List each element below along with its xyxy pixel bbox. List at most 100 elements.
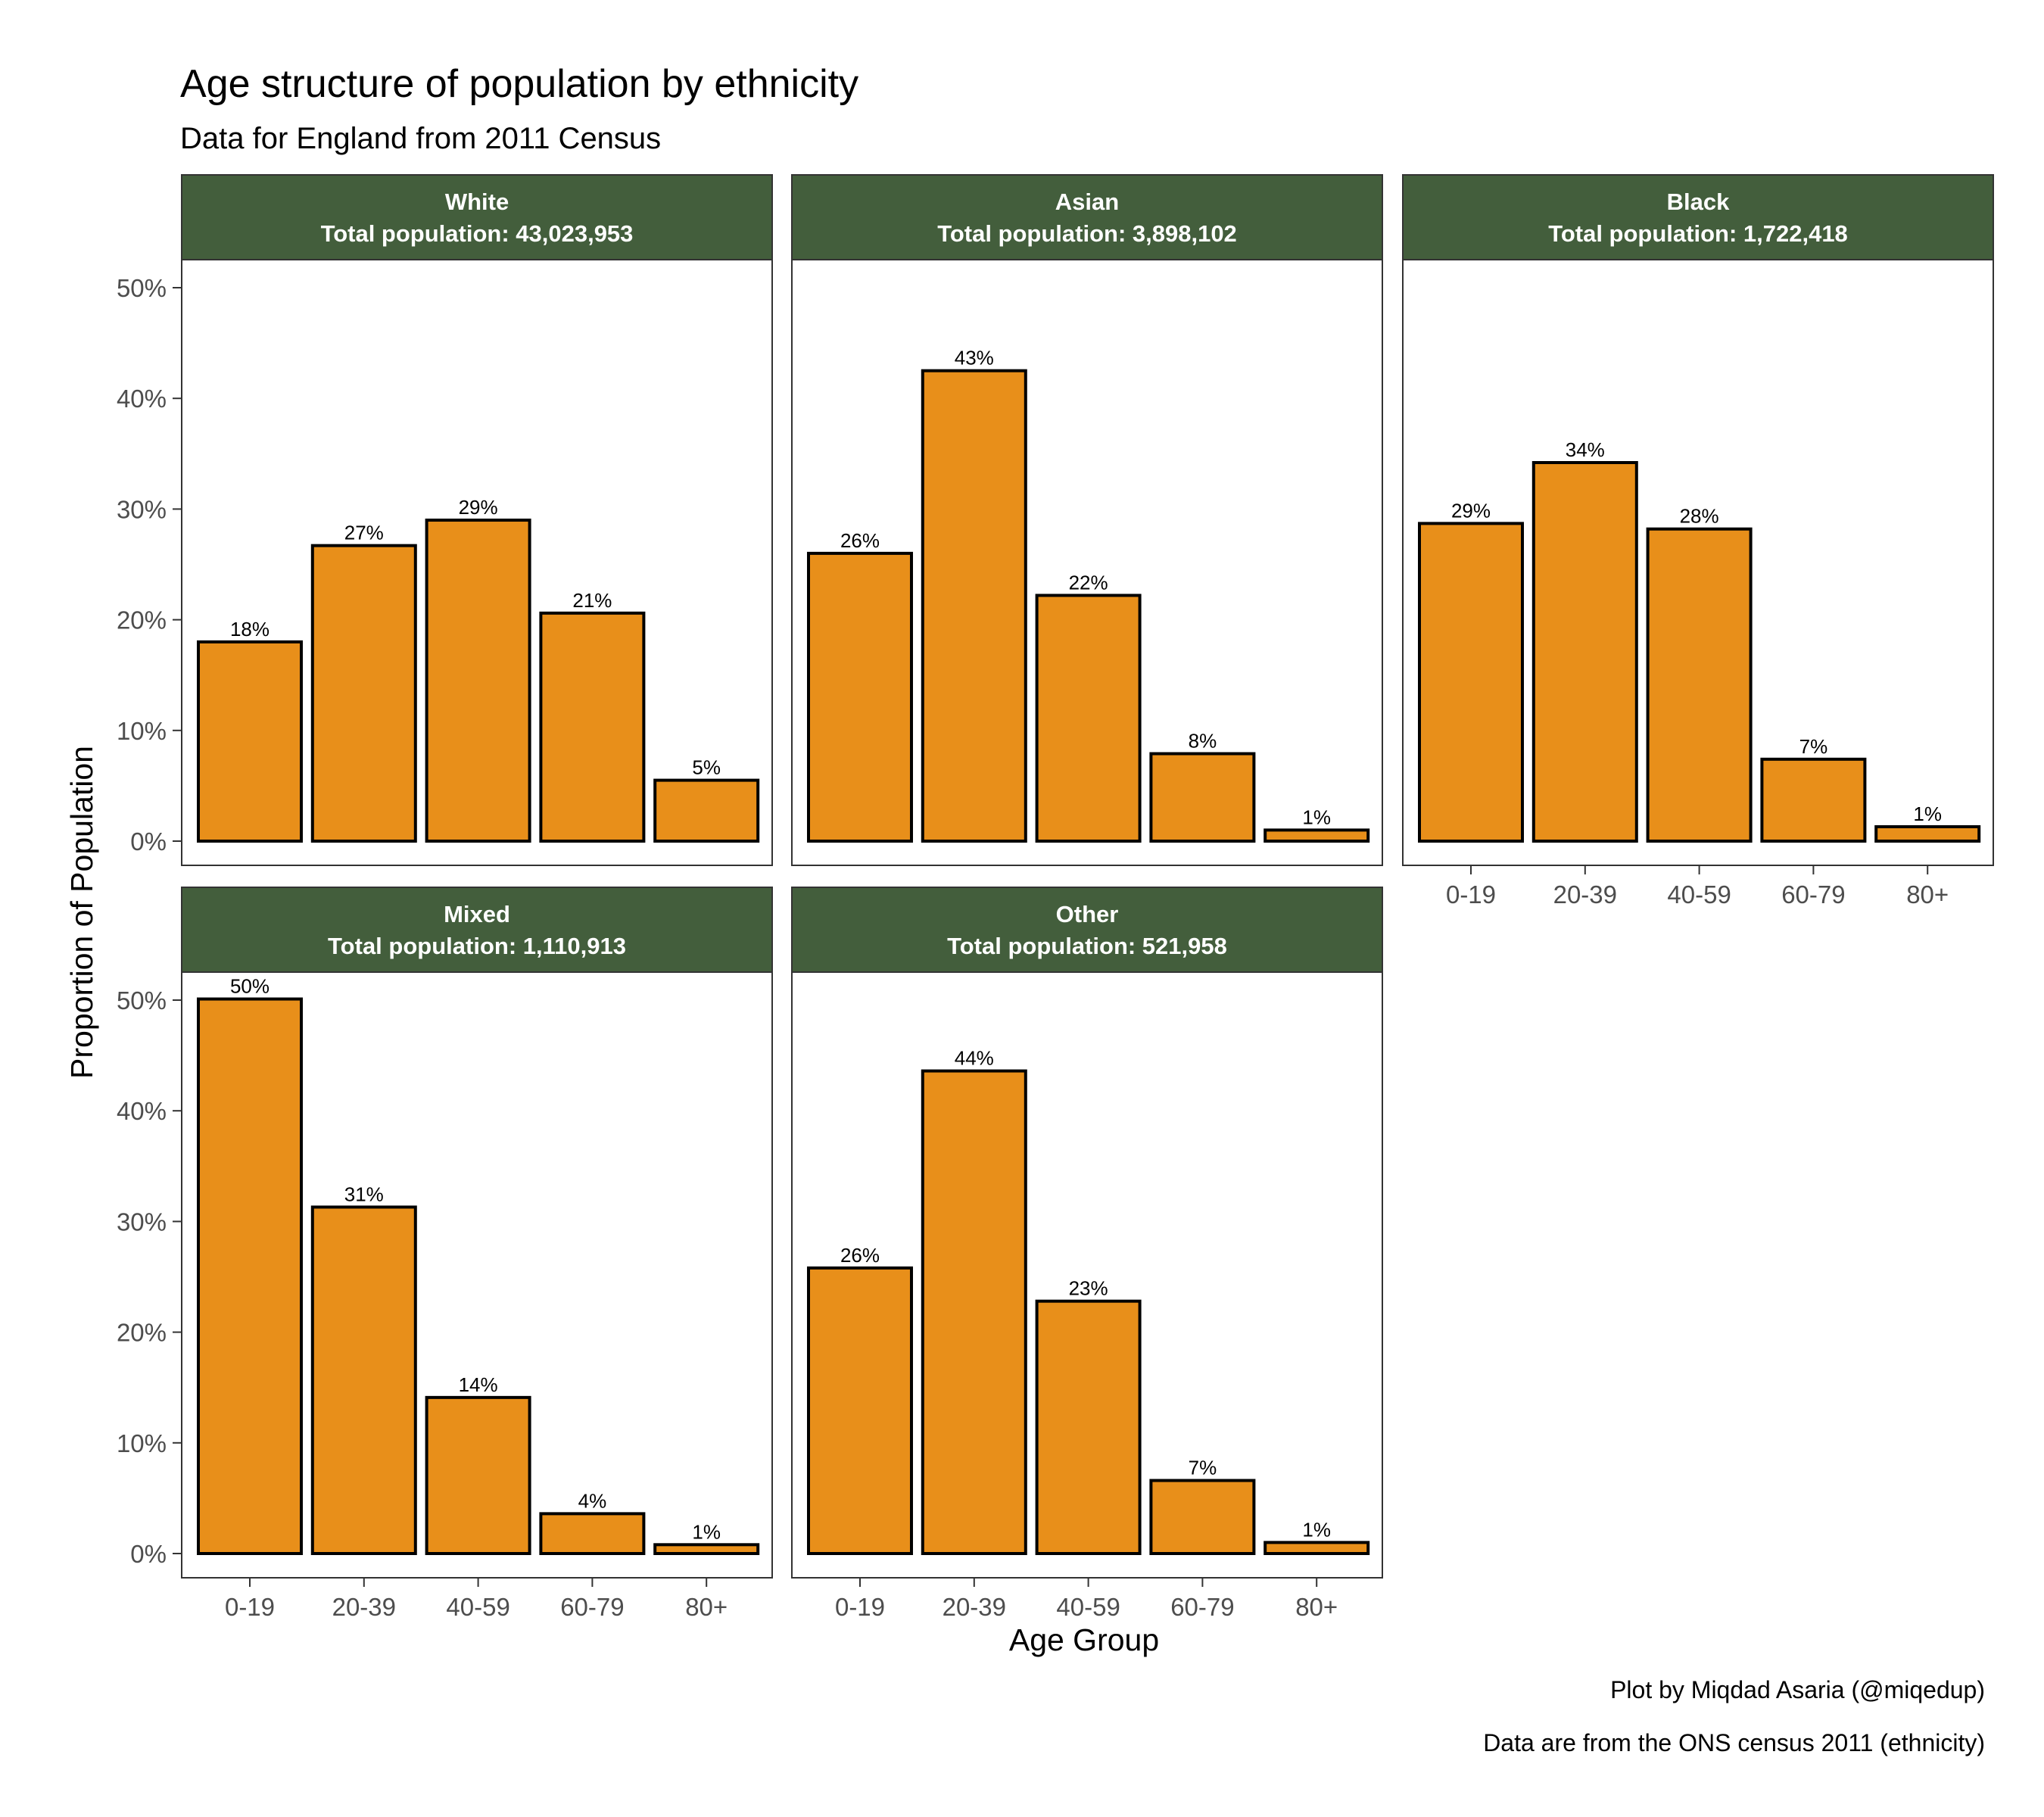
x-tick-label: 40-59 — [1056, 1593, 1120, 1621]
x-axis-title: Age Group — [1009, 1622, 1159, 1657]
y-tick-label: 40% — [117, 1097, 167, 1125]
strip-title: Mixed — [444, 901, 510, 927]
panel-asian: Asian Total population: 3,898,102 26% 43% 22… — [791, 174, 1383, 866]
y-axis-title: Proportion of Population — [64, 746, 99, 1079]
strip-title: Asian — [1055, 189, 1119, 215]
strip-title: White — [445, 189, 509, 215]
chart-subtitle: Data for England from 2011 Census — [180, 122, 661, 155]
panel-other: Other Total population: 521,958 26% 44% 23% 7… — [791, 887, 1383, 1621]
bar-value-label: 28% — [1680, 505, 1719, 528]
bar-value-label: 21% — [572, 589, 612, 612]
bar-asian-40-59 — [1035, 594, 1142, 843]
bar-value-label: 8% — [1189, 730, 1217, 753]
strip-white — [181, 174, 773, 260]
bar-mixed-0-19 — [197, 997, 303, 1555]
bar-white-0-19 — [197, 640, 303, 843]
bar-value-label: 14% — [459, 1373, 498, 1396]
bar-value-label: 4% — [578, 1489, 607, 1512]
bar-black-20-39 — [1531, 460, 1638, 843]
x-tick-label: 60-79 — [560, 1593, 624, 1621]
x-tick-label: 60-79 — [1170, 1593, 1234, 1621]
y-tick-label: 0% — [130, 1540, 167, 1568]
bar-value-label: 1% — [1302, 1518, 1331, 1541]
strip-total-population: Total population: 3,898,102 — [937, 220, 1237, 247]
bar-value-label: 34% — [1566, 438, 1605, 461]
bar-black-40-59 — [1646, 527, 1753, 843]
y-tick-label: 20% — [117, 606, 167, 634]
bar-other-80+ — [1263, 1541, 1370, 1556]
bar-value-label: 23% — [1069, 1277, 1108, 1300]
y-tick-label: 20% — [117, 1319, 167, 1347]
panel-mixed: Mixed Total population: 1,110,913 50% 31% 14… — [117, 887, 773, 1621]
bar-mixed-40-59 — [425, 1395, 531, 1556]
bar-mixed-80+ — [653, 1543, 760, 1555]
x-tick-label: 0-19 — [1446, 880, 1496, 908]
panel-black: Black Total population: 1,722,418 29% 34% 28… — [1402, 174, 1994, 908]
panel-border — [1402, 259, 1994, 866]
x-tick-label: 80+ — [1906, 880, 1949, 908]
panel-border — [791, 259, 1383, 866]
bar-value-label: 7% — [1189, 1457, 1217, 1479]
strip-mixed — [181, 887, 773, 973]
strip-title: Other — [1056, 901, 1119, 927]
bar-value-label: 29% — [459, 496, 498, 519]
y-tick-label: 50% — [117, 986, 167, 1014]
x-tick-label: 40-59 — [1667, 880, 1731, 908]
x-tick-label: 20-39 — [332, 1593, 396, 1621]
panel-border — [181, 971, 773, 1579]
bar-value-label: 43% — [955, 347, 994, 369]
bar-mixed-60-79 — [539, 1512, 646, 1556]
y-tick-label: 10% — [117, 1429, 167, 1457]
bar-mixed-20-39 — [310, 1205, 417, 1556]
strip-total-population: Total population: 1,110,913 — [328, 933, 626, 959]
strip-asian — [791, 174, 1383, 260]
bar-value-label: 44% — [955, 1047, 994, 1070]
x-tick-label: 0-19 — [225, 1593, 275, 1621]
bar-other-20-39 — [921, 1069, 1027, 1555]
bar-value-label: 22% — [1069, 571, 1108, 594]
bar-white-80+ — [653, 778, 760, 843]
bar-value-label: 7% — [1799, 735, 1828, 758]
y-tick-label: 50% — [117, 274, 167, 302]
bar-other-60-79 — [1149, 1479, 1256, 1556]
strip-total-population: Total population: 43,023,953 — [321, 220, 634, 247]
bar-value-label: 29% — [1451, 499, 1491, 522]
panel-border — [181, 259, 773, 866]
bar-asian-80+ — [1263, 828, 1370, 843]
x-tick-label: 80+ — [1295, 1593, 1338, 1621]
bar-black-80+ — [1874, 824, 1981, 843]
panel-white: White Total population: 43,023,953 18% 27% 2… — [117, 174, 773, 866]
bar-value-label: 1% — [1913, 803, 1942, 825]
chart-title: Age structure of population by ethnicity — [180, 62, 858, 106]
panel-border — [791, 971, 1383, 1579]
bar-value-label: 18% — [230, 618, 270, 640]
strip-other — [791, 887, 1383, 973]
bar-asian-60-79 — [1149, 752, 1256, 843]
x-tick-label: 40-59 — [446, 1593, 509, 1621]
caption-source: Data are from the ONS census 2011 (ethni… — [1483, 1729, 1985, 1756]
bar-value-label: 1% — [1302, 806, 1331, 828]
bar-other-40-59 — [1035, 1299, 1142, 1555]
bar-white-60-79 — [539, 611, 646, 843]
y-tick-label: 10% — [117, 717, 167, 745]
bar-value-label: 50% — [230, 975, 270, 998]
bar-value-label: 1% — [692, 1520, 721, 1543]
strip-total-population: Total population: 1,722,418 — [1548, 220, 1848, 247]
x-tick-label: 20-39 — [1553, 880, 1617, 908]
bar-value-label: 5% — [692, 756, 721, 779]
facet-panels: White Total population: 43,023,953 18% 27% 2… — [117, 174, 1994, 1621]
bar-value-label: 31% — [344, 1183, 384, 1205]
strip-black — [1402, 174, 1994, 260]
bar-value-label: 26% — [840, 529, 880, 552]
bar-white-20-39 — [310, 544, 417, 843]
bar-white-40-59 — [425, 519, 531, 843]
bar-value-label: 27% — [344, 522, 384, 544]
bar-asian-0-19 — [807, 551, 913, 843]
y-tick-label: 40% — [117, 385, 167, 413]
bar-black-60-79 — [1760, 757, 1867, 843]
bar-other-0-19 — [807, 1266, 913, 1555]
y-tick-label: 30% — [117, 495, 167, 523]
x-tick-label: 80+ — [685, 1593, 728, 1621]
bar-value-label: 26% — [840, 1244, 880, 1267]
